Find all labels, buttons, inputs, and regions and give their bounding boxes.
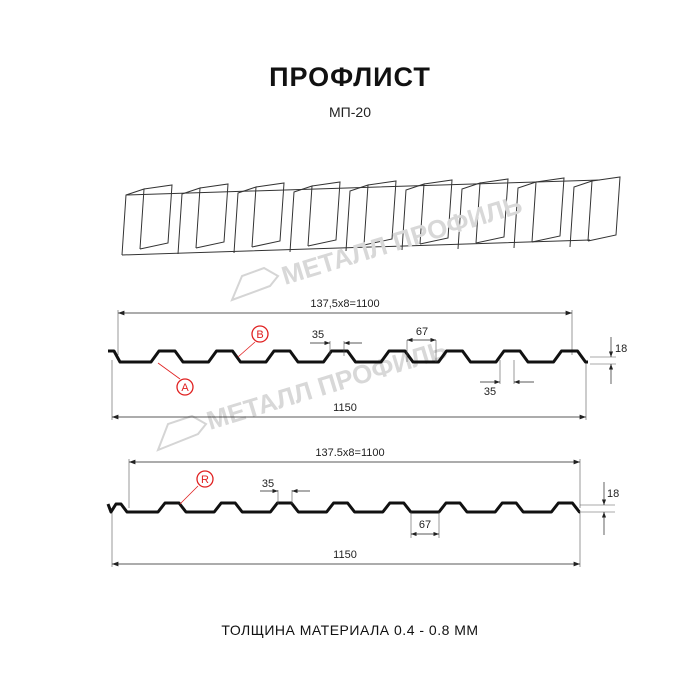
sheet-outline (233, 186, 257, 254)
sheet-outline (363, 180, 397, 246)
sheet-outline (513, 181, 537, 249)
sheet-outline (419, 179, 453, 245)
sheet-outline (289, 185, 313, 253)
watermark-top: МЕТАЛЛ ПРОФИЛЬ (230, 189, 526, 302)
height-label: 18 (607, 488, 619, 500)
marker-r: R (201, 474, 209, 486)
overall-width-label: 137.5x8=1100 (315, 447, 384, 459)
profile-r-drawing: 137.5x8=1100 1150 35 67 18 R (106, 447, 619, 567)
valley-width-label: 35 (484, 386, 496, 398)
sheet-outline (121, 188, 145, 256)
total-width-label: 1150 (333, 402, 357, 414)
sheet-outline (401, 183, 425, 251)
marker-a: A (181, 382, 189, 394)
sheet-outline (531, 177, 565, 243)
watermark-text: МЕТАЛЛ ПРОФИЛЬ (203, 334, 451, 436)
sheet-outline (251, 182, 285, 248)
total-width-label: 1150 (333, 549, 357, 561)
sheet-outline (587, 176, 621, 242)
sheet-outline (121, 179, 601, 256)
material-thickness-note: ТОЛЩИНА МАТЕРИАЛА 0.4 - 0.8 ММ (221, 622, 479, 638)
overall-width-label: 137,5x8=1100 (310, 298, 379, 310)
pitch-label: 67 (419, 519, 431, 531)
height-label: 18 (615, 343, 627, 355)
crest-width-label: 35 (262, 478, 274, 490)
profile-ab-drawing: 137,5x8=1100 1150 35 67 35 18 B (108, 298, 627, 420)
marker-b: B (256, 329, 263, 341)
sheet-outline (139, 184, 173, 250)
pitch-label: 67 (416, 326, 428, 338)
sheet-outline (177, 187, 201, 255)
sheet-outline (195, 183, 229, 249)
page-subtitle: МП-20 (329, 104, 371, 120)
page-title: ПРОФЛИСТ (269, 62, 431, 92)
sheet-3d-illustration (121, 176, 621, 256)
sheet-outline (457, 182, 481, 250)
sheet-outline (475, 178, 509, 244)
sheet-outline (307, 181, 341, 247)
crest-width-label: 35 (312, 329, 324, 341)
sheet-outline (569, 180, 593, 248)
